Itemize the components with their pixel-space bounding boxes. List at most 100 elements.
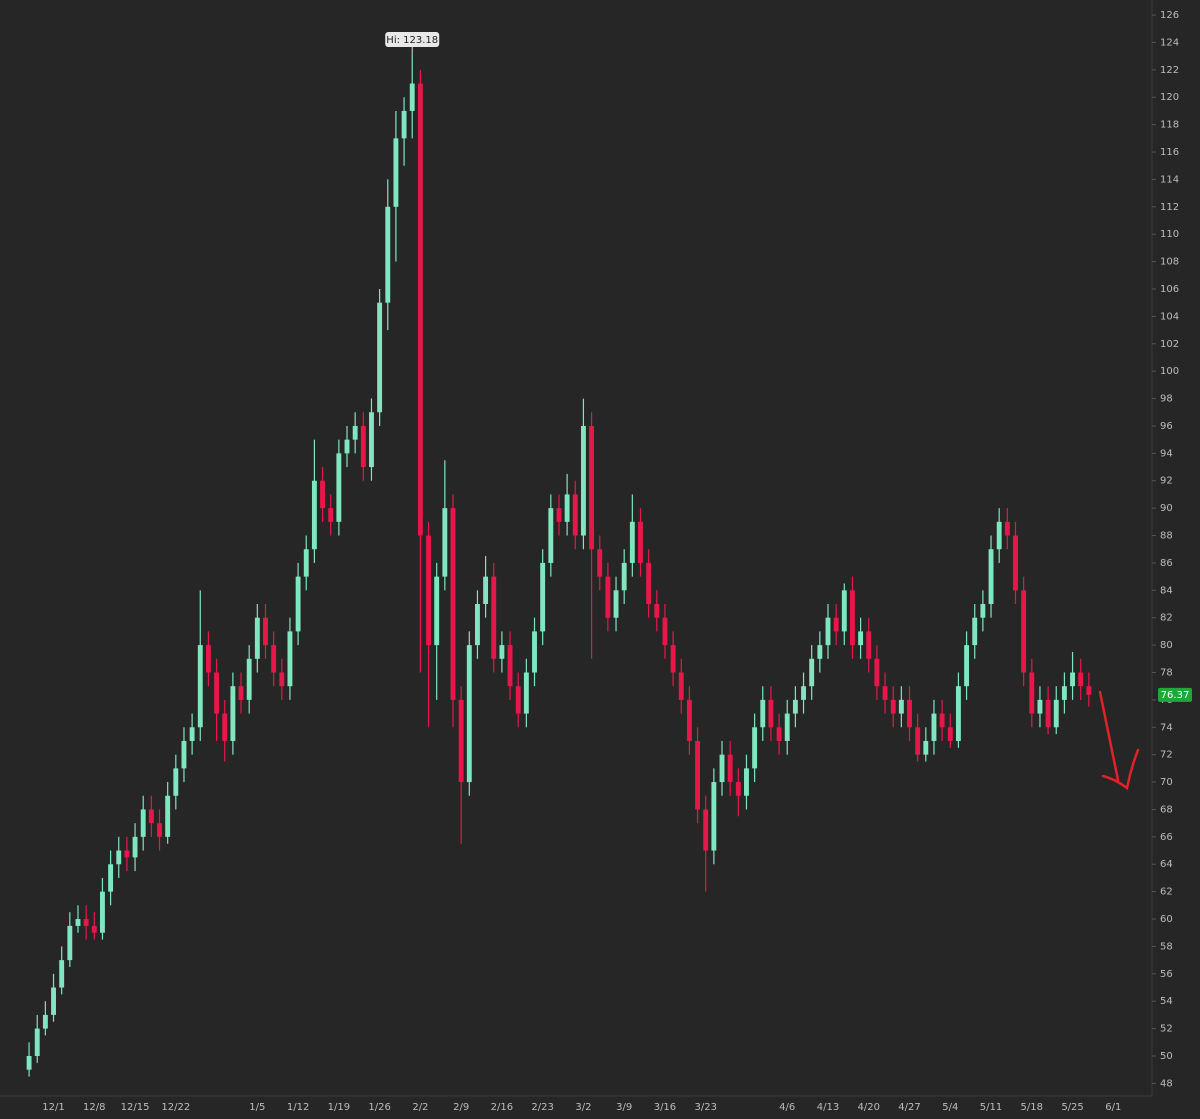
candle-body	[711, 782, 717, 851]
candle-body	[42, 1014, 48, 1029]
y-tick-label: 80	[1160, 640, 1173, 651]
x-tick-label: 5/25	[1061, 1102, 1083, 1113]
y-tick-label: 64	[1160, 859, 1173, 870]
y-tick-label: 106	[1160, 284, 1179, 295]
candle-body	[157, 823, 162, 837]
candle-body	[817, 645, 823, 659]
candle-body	[947, 727, 953, 741]
x-tick-label: 12/22	[161, 1102, 190, 1113]
candle-body	[809, 658, 815, 687]
candle-body	[1045, 699, 1051, 728]
y-tick-label: 110	[1160, 229, 1179, 240]
candle-body	[744, 768, 749, 796]
x-tick-label: 1/19	[328, 1102, 350, 1113]
candle-body	[1004, 521, 1010, 536]
candle-body	[124, 850, 130, 858]
candle-body	[605, 576, 611, 618]
candle-body	[295, 576, 301, 632]
candle-body	[564, 494, 570, 522]
candle-body	[980, 604, 986, 618]
x-tick-label: 1/12	[287, 1102, 309, 1113]
candle-body	[59, 960, 65, 988]
candle-body	[695, 740, 700, 810]
x-tick-label: 6/1	[1105, 1102, 1121, 1113]
candle-body	[1013, 535, 1018, 591]
candle-body	[866, 631, 872, 659]
candle-body	[34, 1028, 40, 1056]
candle-body	[1021, 590, 1027, 673]
hi-label-box	[385, 32, 440, 47]
candle-body	[515, 686, 521, 714]
x-tick-label: 12/15	[121, 1102, 150, 1113]
hi-label: Hi: 123.18	[386, 35, 438, 46]
x-tick-label: 4/6	[779, 1102, 795, 1113]
x-tick-label: 3/2	[575, 1102, 591, 1113]
candle-body	[760, 699, 766, 728]
candle-body	[26, 1055, 32, 1070]
candle-body	[532, 631, 537, 673]
candle-body	[434, 576, 440, 646]
candle-body	[181, 740, 187, 769]
y-tick-label: 122	[1160, 65, 1179, 76]
candle-body	[507, 645, 513, 687]
y-tick-label: 92	[1160, 476, 1173, 487]
y-tick-label: 112	[1160, 202, 1179, 213]
candle-body	[915, 727, 921, 755]
candle-body	[189, 727, 195, 741]
x-tick-label: 3/23	[694, 1102, 716, 1113]
candle-body	[205, 645, 211, 673]
candle-body	[417, 83, 423, 536]
candle-body	[91, 925, 97, 933]
candle-body	[923, 740, 929, 755]
x-tick-label: 3/9	[616, 1102, 632, 1113]
candle-body	[409, 83, 415, 111]
y-tick-label: 78	[1160, 667, 1173, 678]
candle-body	[100, 891, 105, 933]
x-tick-label: 5/18	[1021, 1102, 1043, 1113]
candle-body	[426, 535, 431, 646]
y-tick-label: 98	[1160, 394, 1173, 405]
candle-body	[850, 590, 855, 646]
candle-body	[116, 850, 122, 865]
candle-body	[1061, 686, 1067, 700]
candle-body	[246, 658, 252, 700]
candle-body	[369, 412, 374, 468]
candle-body	[230, 686, 236, 741]
candle-body	[988, 549, 994, 605]
candle-body	[662, 617, 668, 646]
candle-body	[320, 480, 325, 509]
y-tick-label: 86	[1160, 558, 1173, 569]
candle-body	[703, 809, 709, 851]
candle-body	[303, 549, 309, 577]
y-tick-label: 104	[1160, 311, 1179, 322]
y-tick-label: 124	[1160, 37, 1179, 48]
y-tick-label: 54	[1160, 996, 1173, 1007]
candle-body	[499, 645, 505, 659]
candle-body	[621, 562, 627, 591]
candle-body	[825, 617, 831, 646]
y-tick-label: 72	[1160, 750, 1173, 761]
y-tick-label: 70	[1160, 777, 1173, 788]
y-tick-label: 48	[1160, 1078, 1173, 1089]
candle-body	[140, 809, 146, 837]
x-tick-label: 5/11	[980, 1102, 1002, 1113]
candle-body	[638, 521, 643, 563]
y-tick-label: 58	[1160, 941, 1173, 952]
candle-body	[678, 672, 684, 700]
candle-body	[263, 617, 268, 646]
candle-body	[83, 919, 89, 926]
x-tick-label: 3/16	[654, 1102, 676, 1113]
candle-body	[858, 631, 864, 646]
candle-body	[360, 425, 366, 468]
candle-body	[148, 809, 154, 824]
candle-body	[1029, 672, 1035, 714]
candle-body	[890, 699, 896, 714]
candle-body	[654, 604, 660, 618]
x-tick-label: 4/13	[817, 1102, 839, 1113]
candle-body	[1086, 686, 1092, 695]
candle-body	[466, 645, 472, 783]
y-tick-label: 96	[1160, 421, 1173, 432]
candle-body	[442, 508, 448, 577]
x-tick-label: 1/5	[249, 1102, 265, 1113]
